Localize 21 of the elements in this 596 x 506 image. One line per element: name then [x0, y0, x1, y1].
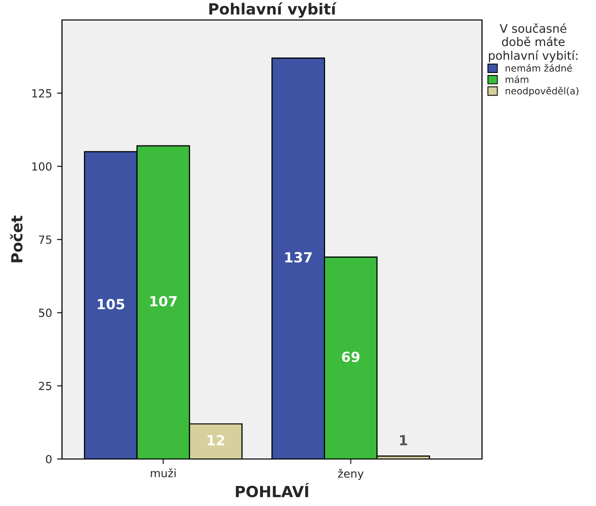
y-axis-title: Počet — [10, 216, 23, 262]
legend-label: mám — [506, 75, 528, 84]
x-tick-label: ženy — [338, 468, 364, 480]
y-tick-label: 75 — [39, 236, 52, 244]
y-tick-label: 125 — [32, 89, 52, 98]
data-label: 12 — [208, 434, 224, 446]
y-tick-label: 25 — [38, 382, 52, 390]
data-label: 1 — [400, 435, 408, 446]
x-tick-label: muži — [150, 468, 176, 478]
legend-label: nemám žádné — [506, 64, 572, 72]
data-label: 107 — [150, 296, 177, 306]
chart-title: Pohlavní vybití — [209, 2, 337, 18]
legend-label: neodpověděl(a) — [506, 86, 578, 96]
data-label: 69 — [342, 352, 360, 362]
data-label: 105 — [98, 298, 124, 310]
y-tick-label: 50 — [38, 308, 52, 318]
legend-title: V současné době máte pohlavní vybití: — [488, 23, 578, 62]
y-tick-label: 100 — [32, 162, 52, 171]
x-axis-title: POHLAVÍ — [236, 482, 309, 498]
y-tick-label: 0 — [46, 454, 52, 464]
data-label: 137 — [285, 252, 312, 263]
